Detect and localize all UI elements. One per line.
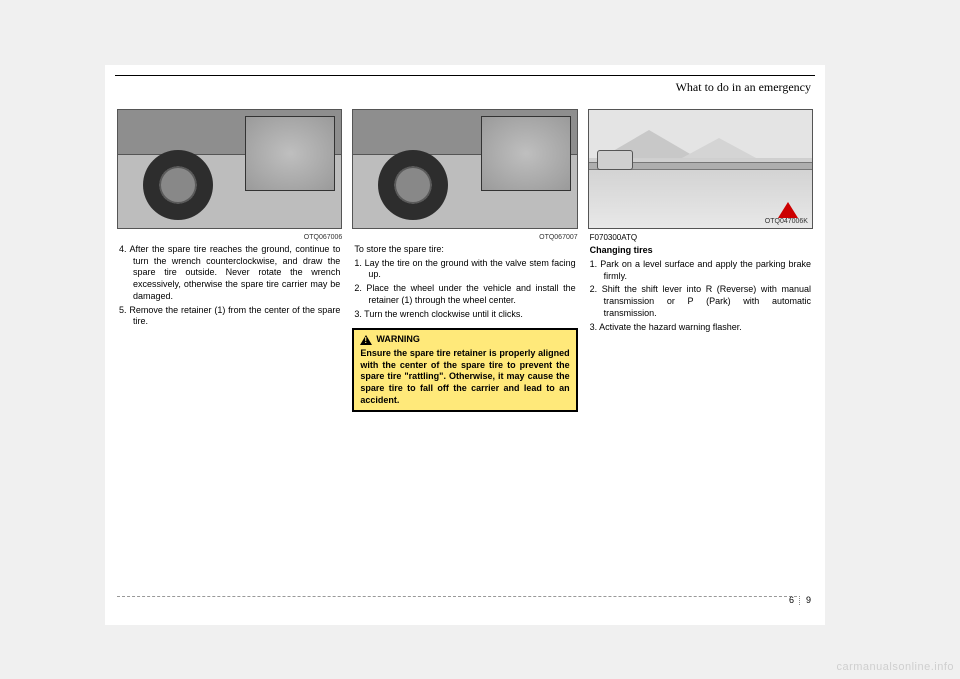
figure-roadside: OTQ047006K	[588, 109, 813, 229]
store-step-3: 3. Turn the wrench clockwise until it cl…	[354, 309, 575, 321]
figure-spare-tire-remove	[117, 109, 342, 229]
page-number-left: 6	[789, 595, 794, 605]
callout-inset	[245, 116, 335, 191]
column-1: OTQ067006 4. After the spare tire reache…	[117, 109, 342, 412]
callout-inset	[481, 116, 571, 191]
page-number-right: 9	[806, 595, 811, 605]
body-text: To store the spare tire: 1. Lay the tire…	[352, 244, 577, 322]
body-text: 4. After the spare tire reaches the grou…	[117, 244, 342, 330]
store-intro: To store the spare tire:	[354, 244, 575, 256]
warning-body: Ensure the spare tire retainer is proper…	[360, 348, 569, 406]
watermark: carmanualsonline.info	[836, 661, 954, 673]
figure-spare-tire-store	[352, 109, 577, 229]
step-5: 5. Remove the retainer (1) from the cent…	[119, 305, 340, 328]
figure-code: OTQ067006	[117, 233, 342, 242]
step-4: 4. After the spare tire reaches the grou…	[119, 244, 340, 302]
section-title: What to do in an emergency	[105, 78, 825, 103]
store-step-2: 2. Place the wheel under the vehicle and…	[354, 283, 575, 306]
tire-illustration	[378, 150, 448, 220]
warning-title: WARNING	[360, 334, 569, 346]
body-text: F070300ATQ Changing tires 1. Park on a l…	[588, 233, 813, 335]
change-step-1: 1. Park on a level surface and apply the…	[590, 259, 811, 282]
manual-page: What to do in an emergency OTQ067006 4. …	[105, 65, 825, 625]
figure-code: OTQ047006K	[765, 217, 808, 226]
footer-rule	[117, 596, 797, 597]
page-number: 6 9	[789, 595, 811, 605]
content-columns: OTQ067006 4. After the spare tire reache…	[105, 103, 825, 412]
column-2: OTQ067007 To store the spare tire: 1. La…	[352, 109, 577, 412]
change-step-2: 2. Shift the shift lever into R (Reverse…	[590, 284, 811, 319]
warning-box: WARNING Ensure the spare tire retainer i…	[352, 328, 577, 412]
page-number-sep	[799, 596, 800, 605]
ref-code: F070300ATQ	[590, 233, 811, 243]
warning-label: WARNING	[376, 334, 420, 346]
store-step-1: 1. Lay the tire on the ground with the v…	[354, 258, 575, 281]
header-rule	[115, 75, 815, 76]
subheading-changing-tires: Changing tires	[590, 245, 811, 257]
figure-code: OTQ067007	[352, 233, 577, 242]
column-3: OTQ047006K F070300ATQ Changing tires 1. …	[588, 109, 813, 412]
tire-illustration	[143, 150, 213, 220]
change-step-3: 3. Activate the hazard warning flasher.	[590, 322, 811, 334]
warning-icon	[360, 335, 372, 345]
vehicle	[597, 150, 633, 170]
warning-triangle-icon	[778, 202, 798, 218]
